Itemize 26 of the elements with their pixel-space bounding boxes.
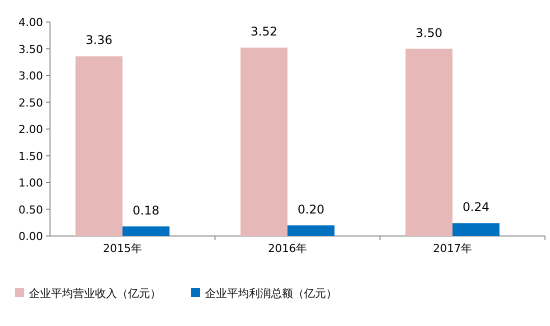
x-tick-label: 2015年 — [103, 242, 142, 255]
bar — [122, 226, 170, 236]
bar — [406, 48, 452, 236]
data-label: 3.50 — [416, 26, 442, 40]
x-tick-label: 2017年 — [433, 242, 472, 255]
y-tick-label: 2.00 — [18, 123, 43, 136]
bar — [240, 48, 288, 236]
x-tick-label: 2016年 — [268, 242, 307, 255]
y-tick-label: 3.00 — [18, 70, 43, 82]
y-tick-label: 1.50 — [18, 150, 43, 163]
legend-label: 企业平均利润总额（亿元） — [205, 287, 337, 300]
bar — [76, 56, 122, 236]
y-tick-label: 0.00 — [18, 230, 43, 243]
data-label: 0.20 — [298, 202, 324, 216]
legend-label: 企业平均营业收入（亿元） — [29, 287, 161, 300]
data-label: 0.24 — [462, 200, 490, 214]
y-tick-label: 3.50 — [18, 42, 43, 56]
bar — [452, 223, 500, 236]
y-tick-label: 0.50 — [18, 203, 43, 216]
data-label: 3.36 — [86, 33, 112, 48]
y-tick-label: 2.50 — [18, 96, 43, 110]
data-label: 0.18 — [132, 203, 160, 218]
y-tick-label: 1.00 — [18, 176, 43, 190]
bar — [288, 225, 334, 236]
y-tick-label: 4.00 — [18, 16, 43, 29]
data-label: 3.52 — [250, 24, 278, 39]
